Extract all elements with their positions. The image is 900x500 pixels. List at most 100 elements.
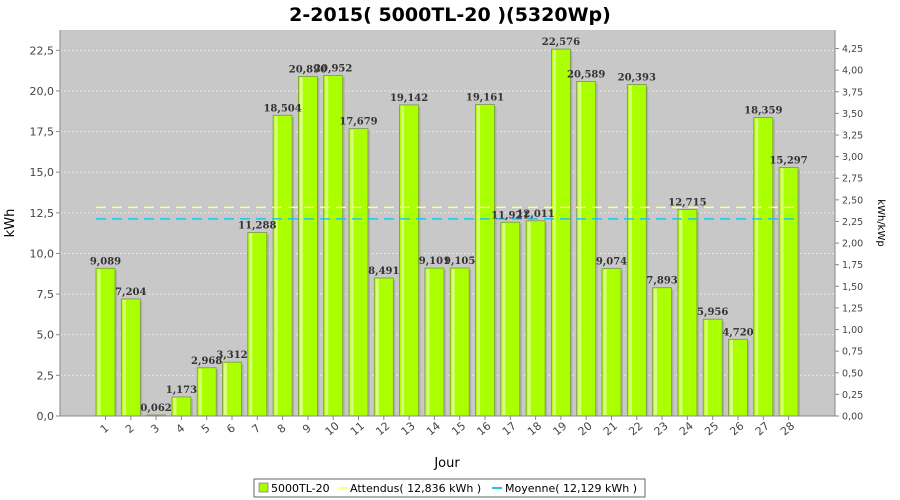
legend: 5000TL-20 Attendus( 12,836 kWh ) Moyenne… bbox=[253, 478, 646, 498]
x-axis-label: Jour bbox=[433, 456, 460, 471]
x-tick-label: 1 bbox=[98, 422, 112, 436]
x-tick-label: 26 bbox=[727, 419, 746, 438]
y-tick-label: 10,0 bbox=[30, 247, 55, 260]
y-right-tick-label: 0,25 bbox=[842, 390, 863, 401]
x-tick-label: 6 bbox=[224, 422, 238, 436]
bar-value-label: 8,491 bbox=[368, 266, 399, 277]
y-right-tick-label: 3,75 bbox=[842, 87, 863, 98]
x-tick-label: 4 bbox=[174, 422, 188, 436]
x-tick-label: 11 bbox=[348, 419, 367, 438]
bar-highlight bbox=[477, 105, 480, 416]
bar-value-label: 18,504 bbox=[263, 103, 301, 114]
x-tick-label: 18 bbox=[525, 419, 544, 438]
y-right-tick-label: 4,00 bbox=[842, 66, 863, 77]
y-right-tick-label: 2,25 bbox=[842, 217, 863, 228]
x-tick-label: 8 bbox=[275, 422, 289, 436]
y-tick-label: 12,5 bbox=[30, 207, 55, 220]
y-right-tick-label: 2,50 bbox=[842, 195, 863, 206]
bar-value-label: 7,204 bbox=[115, 287, 146, 298]
bar-highlight bbox=[603, 269, 607, 415]
bar-value-label: 11,921 bbox=[491, 210, 529, 221]
legend-item-bars: 5000TL-20 bbox=[271, 482, 330, 495]
y-right-tick-label: 4,25 bbox=[842, 44, 863, 55]
bar-highlight bbox=[502, 223, 506, 415]
bar-value-label: 0,062 bbox=[140, 403, 171, 414]
x-tick-label: 27 bbox=[753, 419, 772, 438]
y-right-tick-label: 3,25 bbox=[842, 130, 863, 141]
x-tick-label: 16 bbox=[474, 419, 493, 438]
bar-highlight bbox=[350, 129, 354, 415]
bar-value-label: 12,011 bbox=[516, 209, 554, 220]
bar-value-label: 15,297 bbox=[769, 155, 807, 166]
x-tick-label: 22 bbox=[626, 419, 645, 438]
bar-highlight bbox=[679, 210, 683, 415]
bar-value-label: 19,142 bbox=[390, 93, 428, 104]
y-axis-label: kWh bbox=[3, 209, 18, 238]
bar-highlight bbox=[755, 118, 759, 416]
legend-item-moyenne: Moyenne( 12,129 kWh ) bbox=[505, 482, 637, 495]
bar-highlight bbox=[299, 77, 303, 415]
bar-highlight bbox=[97, 269, 101, 415]
x-tick-label: 10 bbox=[323, 419, 342, 438]
bar-highlight bbox=[375, 278, 379, 415]
y-right-tick-label: 1,75 bbox=[842, 260, 863, 271]
bar-highlight bbox=[654, 288, 658, 415]
x-tick-label: 25 bbox=[702, 419, 721, 438]
chart-title: 2-2015( 5000TL-20 )(5320Wp) bbox=[289, 4, 611, 26]
bar-highlight bbox=[451, 269, 455, 415]
x-tick-label: 13 bbox=[399, 419, 418, 438]
x-tick-label: 7 bbox=[249, 422, 263, 436]
y-tick-label: 7,5 bbox=[37, 288, 55, 301]
bar-value-label: 20,890 bbox=[289, 64, 327, 75]
y-right-tick-label: 0,50 bbox=[842, 368, 863, 379]
bar-highlight bbox=[173, 397, 177, 415]
x-tick-label: 12 bbox=[373, 419, 392, 438]
y-right-tick-label: 0,00 bbox=[842, 412, 863, 423]
bar-value-label: 20,393 bbox=[618, 73, 656, 84]
bar-value-label: 18,359 bbox=[744, 106, 782, 117]
y-right-tick-label: 3,50 bbox=[842, 109, 863, 120]
bar-highlight bbox=[274, 116, 278, 416]
y-right-tick-label: 0,75 bbox=[842, 347, 863, 358]
bar-highlight bbox=[249, 233, 253, 415]
y-right-tick-label: 1,50 bbox=[842, 282, 863, 293]
left-axis-ticks: 0,0 2,5 5,0 7,5 10,0 12,5 15,0 17,5 20,0 22,5 bbox=[30, 44, 60, 423]
x-axis-ticks: 1 2 3 4 5 6 7 8 9 10 11 12 13 14 15 16 17 18 19 20 21 22 23 24 2… bbox=[98, 416, 797, 438]
bar-highlight bbox=[527, 221, 531, 415]
legend-box bbox=[253, 478, 646, 498]
x-tick-label: 5 bbox=[199, 422, 213, 436]
bar-value-label: 2,968 bbox=[191, 356, 222, 367]
y-tick-label: 5,0 bbox=[37, 329, 55, 342]
y-right-tick-label: 1,00 bbox=[842, 325, 863, 336]
bar-value-label: 19,161 bbox=[466, 93, 504, 104]
x-tick-label: 21 bbox=[601, 419, 620, 438]
bar-highlight bbox=[552, 50, 556, 415]
bar-highlight bbox=[628, 85, 632, 415]
y-right-tick-label: 3,00 bbox=[842, 152, 863, 163]
legend-bar-swatch bbox=[258, 482, 269, 493]
bar-value-label: 3,312 bbox=[216, 350, 247, 361]
x-tick-label: 15 bbox=[449, 419, 468, 438]
x-tick-label: 3 bbox=[148, 422, 162, 436]
legend-item-attendus: Attendus( 12,836 kWh ) bbox=[350, 482, 481, 495]
bar-value-label: 5,956 bbox=[697, 307, 728, 318]
y-right-tick-label: 2,00 bbox=[842, 239, 863, 250]
bar-value-label: 20,589 bbox=[567, 69, 605, 80]
y-right-tick-label: 2,75 bbox=[842, 174, 863, 185]
bar-highlight bbox=[325, 76, 329, 416]
y-right-tick-label: 1,25 bbox=[842, 303, 863, 314]
y-axis-right-label: kWh/kWp bbox=[875, 199, 886, 246]
right-axis-ticks: 0,00 0,25 0,50 0,75 1,00 1,25 1,50 1,75 2,00 2,25… bbox=[835, 44, 863, 423]
bar-value-label: 4,720 bbox=[722, 327, 753, 338]
y-tick-label: 17,5 bbox=[30, 126, 55, 139]
bar-highlight bbox=[578, 82, 582, 415]
x-tick-label: 17 bbox=[500, 419, 519, 438]
x-tick-label: 19 bbox=[550, 419, 569, 438]
bar-highlight bbox=[730, 340, 733, 415]
y-tick-label: 0,0 bbox=[37, 410, 55, 423]
bar-value-label: 9,101 bbox=[419, 256, 450, 267]
y-tick-label: 15,0 bbox=[30, 166, 55, 179]
bar-value-label: 7,893 bbox=[646, 276, 677, 287]
bar-highlight bbox=[401, 105, 405, 416]
